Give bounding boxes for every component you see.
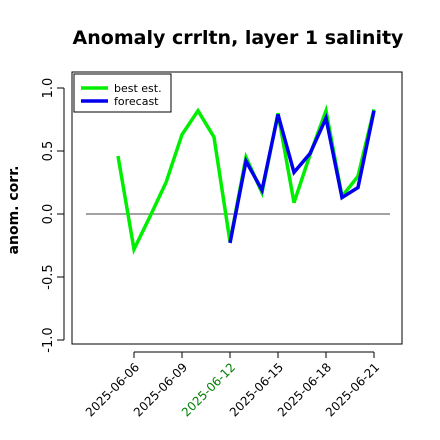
plot-area-frame (71, 71, 403, 345)
y-tick-label: 0.5 (41, 141, 56, 162)
legend: best est.forecast (73, 73, 172, 113)
series-line-forecast (228, 110, 376, 244)
legend-box (73, 73, 172, 113)
x-axis: 2025-06-062025-06-092025-06-122025-06-15… (83, 351, 382, 419)
y-tick-label: 1.0 (41, 78, 56, 99)
legend-label: best est. (114, 82, 162, 95)
y-axis-label: anom. corr. (6, 166, 22, 255)
y-tick-label: 0.0 (41, 204, 56, 225)
legend-label: forecast (114, 95, 159, 108)
chart-title: Anomaly crrltn, layer 1 salinity (73, 27, 404, 49)
series-layer (116, 104, 376, 255)
y-tick-label: -0.5 (41, 264, 56, 289)
series-line-best-est (116, 104, 376, 255)
y-axis: -1.0 -0.5 0.0 0.5 1.0 (41, 78, 65, 353)
y-tick-label: -1.0 (41, 327, 56, 352)
